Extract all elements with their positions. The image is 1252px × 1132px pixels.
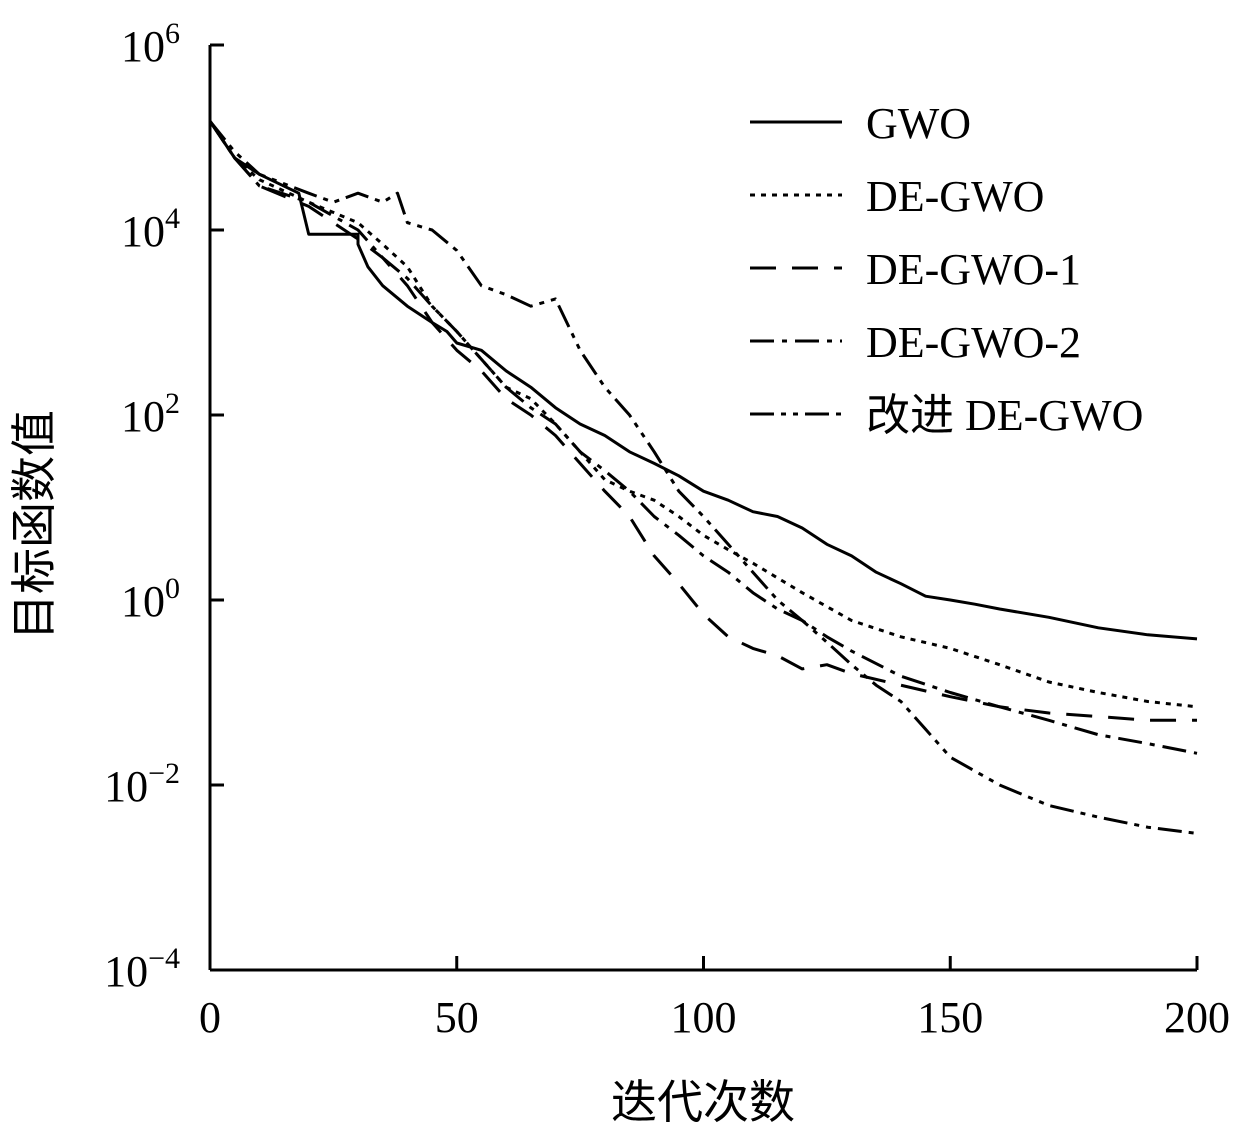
ticks-layer: 0 50 100 150 200 106 104 102 100 10−2 10−4 bbox=[104, 17, 1230, 1042]
x-tick-label: 150 bbox=[917, 993, 983, 1042]
legend-label-1: GWO bbox=[866, 99, 971, 148]
y-tick-label: 10−4 bbox=[104, 942, 180, 996]
y-tick-label: 102 bbox=[121, 387, 180, 441]
series-line-5 bbox=[208, 120, 1198, 835]
x-tick-label: 200 bbox=[1164, 993, 1230, 1042]
x-tick-label: 50 bbox=[435, 993, 479, 1042]
y-tick-label: 10−2 bbox=[104, 757, 180, 811]
series-line-1 bbox=[208, 120, 1198, 641]
legend-label-3: DE-GWO-1 bbox=[866, 245, 1081, 294]
x-tick-label: 0 bbox=[199, 993, 221, 1042]
x-axis-title: 迭代次数 bbox=[611, 1075, 795, 1129]
y-tick-label: 100 bbox=[121, 572, 180, 626]
series-layer bbox=[208, 120, 1198, 835]
y-tick-label: 104 bbox=[121, 202, 180, 256]
series-line-2 bbox=[208, 120, 1198, 709]
legend-label-5: 改进 DE-GWO bbox=[866, 391, 1143, 440]
series-line-4 bbox=[208, 120, 1198, 755]
axes-layer bbox=[208, 45, 1197, 972]
legend-label-2: DE-GWO bbox=[866, 172, 1044, 221]
y-tick-label: 106 bbox=[121, 17, 180, 71]
y-axis-title: 目标函数值 bbox=[7, 410, 61, 640]
legend-label-4: DE-GWO-2 bbox=[866, 318, 1081, 367]
legend: GWO DE-GWO DE-GWO-1 DE-GWO-2 改进 DE-GWO bbox=[750, 99, 1143, 440]
x-tick-label: 100 bbox=[671, 993, 737, 1042]
